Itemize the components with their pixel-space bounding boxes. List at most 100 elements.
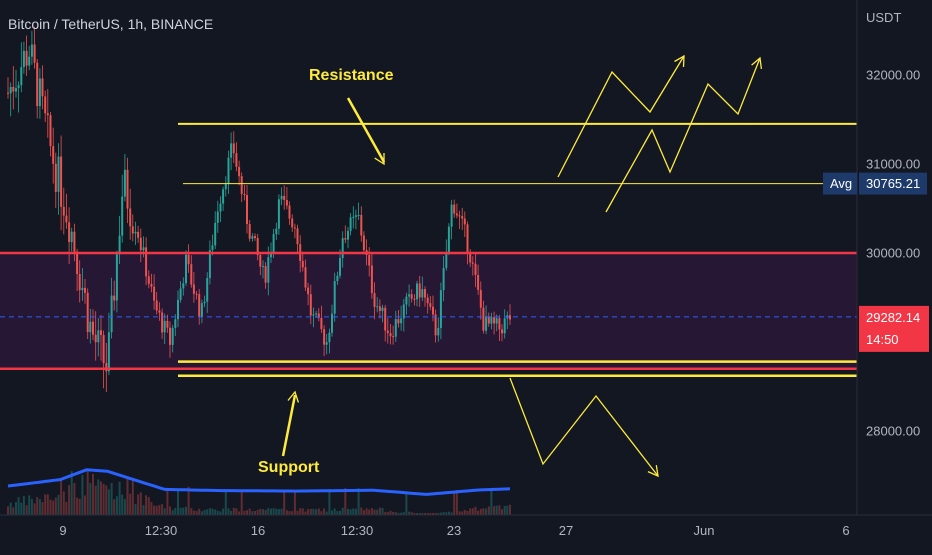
bullish-path-1[interactable]: [557, 55, 685, 178]
volume-bar: [60, 479, 63, 515]
volume-bar: [235, 508, 238, 515]
volume-bar: [115, 496, 118, 515]
candle-body: [272, 234, 275, 253]
candle-body: [285, 200, 288, 206]
x-tick-label: 16: [251, 523, 265, 538]
candle-body: [227, 157, 230, 184]
volume-bar: [354, 508, 357, 515]
candle-body: [424, 289, 426, 298]
candle-body: [97, 330, 100, 343]
candle-body: [198, 294, 201, 317]
candle-body: [44, 96, 47, 114]
volume-bar: [28, 495, 31, 515]
volume-bar: [131, 477, 134, 515]
candle-body: [360, 215, 363, 236]
candle-body: [445, 252, 448, 268]
volume-bar: [110, 483, 113, 515]
volume-bar: [283, 489, 286, 515]
volume-bar: [291, 511, 294, 515]
candle-body: [270, 252, 272, 258]
volume-bar: [270, 508, 272, 515]
volume-bar: [487, 506, 490, 515]
candle-body: [373, 293, 376, 307]
volume-bar: [501, 509, 503, 515]
resistance-pointer-head: [374, 153, 385, 166]
volume-bar: [394, 512, 397, 515]
volume-bar: [126, 476, 129, 515]
volume-bar: [192, 510, 195, 515]
candle-body: [121, 196, 124, 236]
volume-bar: [134, 504, 137, 515]
candle-body: [405, 296, 408, 305]
volume-bar: [243, 510, 246, 515]
volume-bar: [413, 513, 416, 515]
candles-layer: [7, 26, 511, 393]
volume-bar: [309, 508, 312, 515]
candle-body: [323, 329, 326, 345]
candle-body: [339, 258, 341, 276]
candle-body: [12, 86, 15, 92]
chart-title[interactable]: Bitcoin / TetherUS, 1h, BINANCE: [8, 16, 214, 32]
volume-bar: [381, 507, 384, 515]
bearish-path[interactable]: [509, 377, 659, 477]
volume-bar: [185, 506, 187, 515]
volume-bar: [360, 507, 363, 515]
candle-body: [30, 44, 33, 57]
candle-body: [307, 287, 310, 295]
candle-body: [384, 307, 387, 331]
volume-bar: [166, 489, 169, 515]
volume-bar: [293, 491, 296, 515]
volume-bar: [463, 509, 466, 515]
volume-bar: [203, 510, 206, 515]
volume-bar: [158, 505, 161, 515]
x-tick-label: 12:30: [341, 523, 374, 538]
candle-body: [25, 50, 28, 66]
candle-body: [174, 319, 177, 328]
volume-layer: [7, 468, 511, 515]
volume-bar: [216, 510, 219, 515]
x-tick-label: 9: [59, 523, 66, 538]
candle-body: [349, 217, 352, 231]
volume-bar: [323, 508, 326, 515]
candle-body: [65, 215, 68, 223]
candle-body: [70, 231, 73, 243]
bullish-path-2[interactable]: [605, 57, 761, 213]
volume-bar: [445, 512, 448, 515]
support-pointer-head: [287, 390, 300, 403]
volume-bar: [68, 485, 71, 515]
candle-body: [28, 56, 31, 66]
levels-layer: [0, 122, 857, 378]
candle-body: [400, 318, 403, 324]
volume-bar: [259, 508, 262, 515]
volume-bar: [386, 512, 389, 515]
volume-bar: [219, 511, 222, 515]
y-tick-labels: 28000.00 30000.00 31000.00 32000.00: [866, 68, 920, 439]
candle-body: [389, 333, 392, 337]
candle-body: [362, 235, 365, 251]
candle-body: [490, 317, 493, 324]
volume-bar: [506, 505, 509, 515]
x-tick-label: 23: [447, 523, 461, 538]
volume-bar: [227, 508, 230, 515]
volume-bar: [94, 485, 97, 515]
volume-bar: [100, 481, 102, 515]
candle-body: [378, 306, 381, 311]
candle-body: [134, 231, 137, 234]
volume-bar: [254, 511, 256, 515]
volume-bar: [195, 510, 198, 515]
volume-bar: [493, 506, 496, 515]
volume-bar: [145, 495, 148, 515]
volume-bar: [161, 504, 164, 515]
volume-bar: [402, 512, 405, 515]
labels-layer: Resistance Support: [258, 67, 394, 476]
candle-body: [166, 320, 169, 328]
candle-body: [219, 203, 222, 212]
candle-body: [145, 247, 148, 277]
volume-bar: [41, 502, 44, 515]
volume-bar: [277, 509, 280, 515]
candle-body: [333, 281, 336, 314]
resistance-annotation[interactable]: Resistance: [309, 67, 394, 84]
support-annotation[interactable]: Support: [258, 459, 320, 476]
